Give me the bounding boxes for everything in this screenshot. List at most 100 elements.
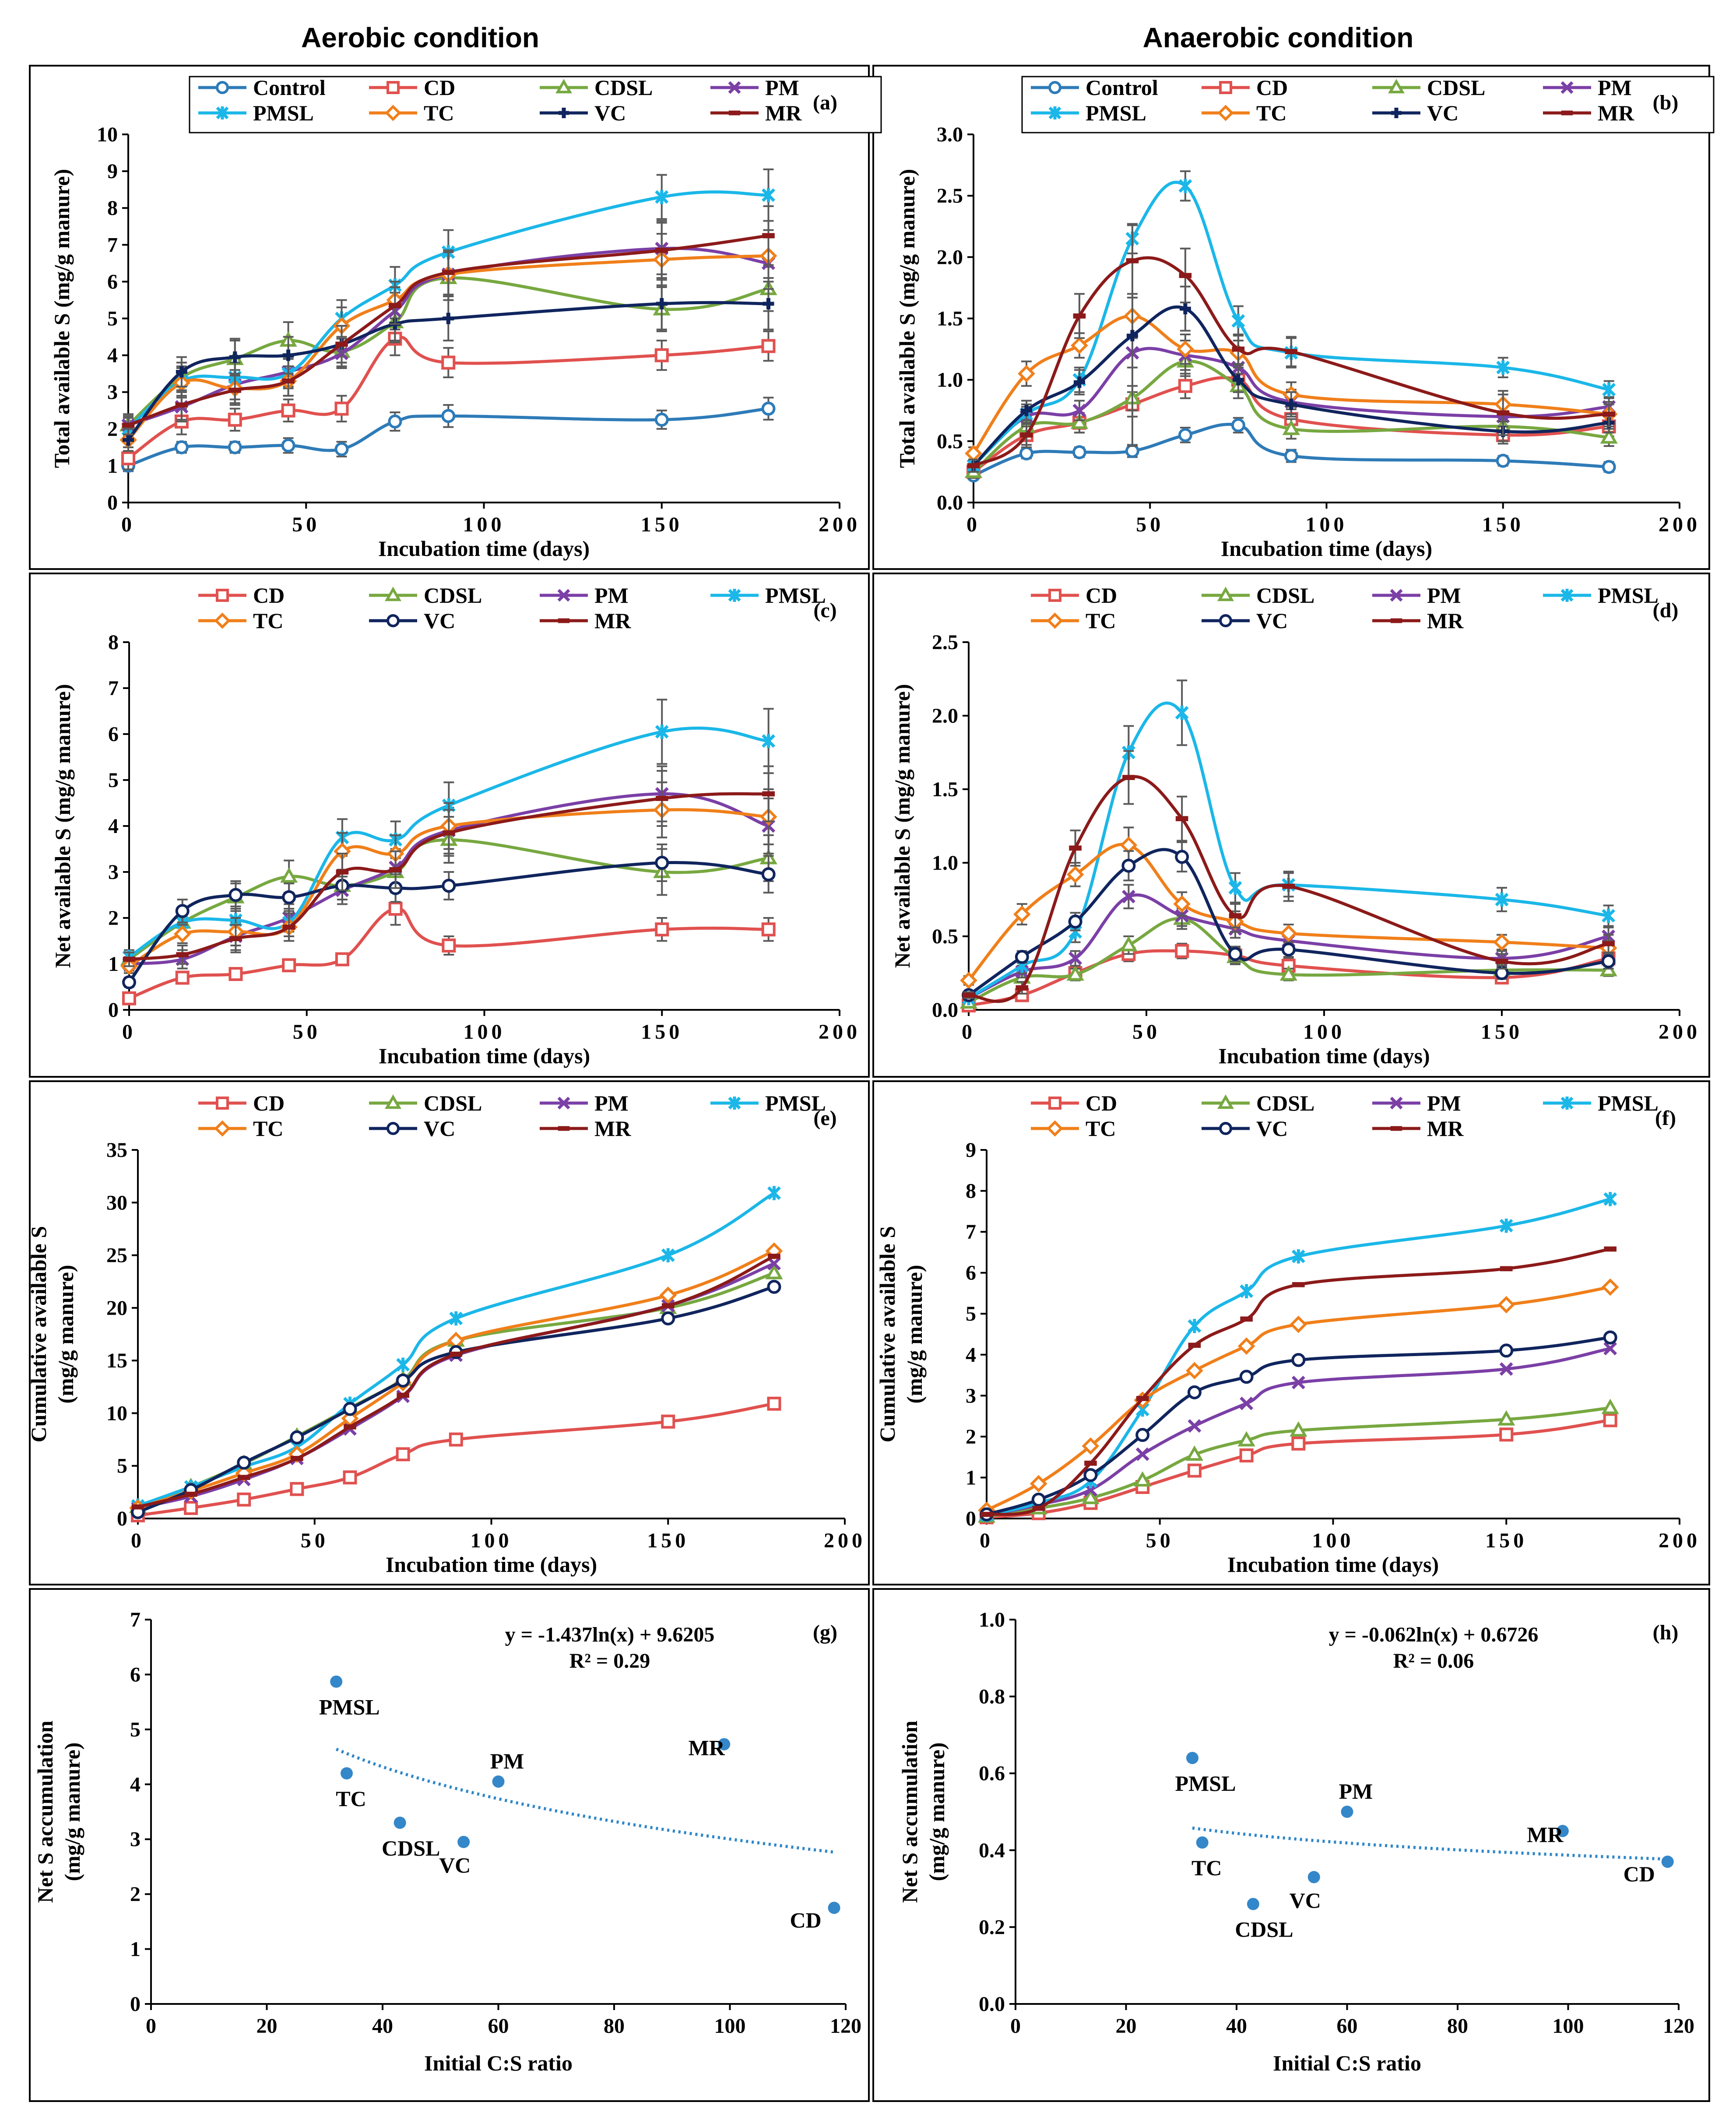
y-tick-label: 0.5 xyxy=(932,925,958,948)
series-mr xyxy=(962,750,1615,1003)
data-point-marker xyxy=(396,1447,410,1462)
y-tick-label: 25 xyxy=(106,1244,127,1267)
scatter-point xyxy=(1196,1836,1209,1849)
data-point-marker xyxy=(1120,836,1138,854)
x-tick-label: 0 xyxy=(122,1020,136,1044)
series-line-pmsl xyxy=(986,1197,1611,1517)
data-point-marker xyxy=(1603,1192,1617,1206)
legend-marker xyxy=(728,589,741,602)
legend-marker xyxy=(214,612,231,629)
x-tick-label: 50 xyxy=(1136,513,1164,536)
series-line-cd xyxy=(968,949,1609,1007)
legend: CD CDSL PM PMSL TC VC MR xyxy=(198,1091,826,1141)
legend-marker xyxy=(1217,587,1234,601)
x-tick-label: 150 xyxy=(647,1529,689,1552)
legend-label-pm: PM xyxy=(1427,583,1461,608)
series-vc xyxy=(962,841,1616,1002)
data-point-marker xyxy=(290,1482,304,1496)
legend-marker xyxy=(1388,79,1405,94)
data-point-marker xyxy=(334,442,349,457)
data-point-marker xyxy=(441,409,456,423)
legend-box xyxy=(1021,76,1715,134)
series-cd xyxy=(122,892,776,1005)
y-tick-label: 0.4 xyxy=(979,1839,1005,1862)
data-point-marker xyxy=(661,1303,675,1308)
data-point-marker xyxy=(388,414,402,429)
x-tick-label: 200 xyxy=(819,1020,861,1044)
data-point-marker xyxy=(655,796,668,801)
series-line-pmsl xyxy=(972,180,1609,467)
series-line-pm xyxy=(968,893,1609,1000)
series-line-mr xyxy=(968,775,1609,1003)
legend-label-cdsl: CDSL xyxy=(594,75,653,100)
x-tick-label: 50 xyxy=(292,513,320,536)
y-axis-label: (mg/g manure) xyxy=(60,1742,84,1881)
data-point-marker xyxy=(1292,1282,1305,1287)
y-axis-label: Net available S (mg/g manure) xyxy=(50,684,75,968)
x-axis-label: Incubation time (days) xyxy=(378,536,590,561)
data-point-marker xyxy=(282,378,295,384)
series-line-pmsl xyxy=(128,726,769,959)
data-point-marker xyxy=(1082,1489,1100,1504)
legend-marker xyxy=(728,1097,741,1110)
data-point-marker xyxy=(1031,1492,1046,1507)
data-point-marker xyxy=(1066,965,1084,981)
trendline xyxy=(1192,1826,1668,1861)
y-axis-label: Total available S (mg/g manure) xyxy=(895,169,919,468)
data-point-marker xyxy=(1291,1436,1306,1451)
data-point-marker xyxy=(1602,382,1616,397)
data-point-marker xyxy=(762,233,775,239)
legend-marker xyxy=(1390,1097,1403,1110)
y-tick-label: 1 xyxy=(130,1938,141,1961)
data-point-marker xyxy=(449,1432,463,1447)
y-tick-label: 1 xyxy=(107,454,118,478)
data-point-marker xyxy=(1179,273,1192,278)
legend-label-vc: VC xyxy=(424,1116,455,1141)
data-point-marker xyxy=(174,440,189,454)
scatter-point xyxy=(1661,1856,1674,1868)
x-tick-label: 150 xyxy=(641,1020,683,1044)
series-line-cd xyxy=(973,376,1609,473)
legend-marker xyxy=(1219,81,1232,94)
legend-label-tc: TC xyxy=(253,1116,283,1141)
panel-label: (d) xyxy=(1653,599,1679,622)
data-point-marker xyxy=(1173,895,1191,913)
trend-r2: R² = 0.06 xyxy=(1393,1649,1474,1673)
data-point-marker xyxy=(1179,303,1191,315)
x-tick-label: 0 xyxy=(1010,2014,1021,2038)
data-point-marker xyxy=(762,188,775,203)
panel-label: (e) xyxy=(813,1107,836,1130)
legend-label-pmsl: PMSL xyxy=(765,583,826,608)
data-point-marker xyxy=(443,830,455,836)
data-point-marker xyxy=(1072,445,1086,460)
data-point-marker xyxy=(442,270,455,275)
legend-label-tc: TC xyxy=(1256,101,1286,125)
data-point-marker xyxy=(1237,1431,1255,1447)
x-tick-label: 50 xyxy=(293,1020,321,1044)
y-tick-label: 8 xyxy=(966,1180,976,1203)
data-point-marker xyxy=(343,1402,357,1416)
data-point-marker xyxy=(228,967,243,981)
y-axis-label: Net S accumulation xyxy=(33,1720,57,1903)
legend-label-control: Control xyxy=(253,75,326,100)
series-line-tc xyxy=(127,254,769,441)
data-point-marker xyxy=(1499,1343,1514,1358)
y-axis-label: Cumulative available S xyxy=(26,1226,51,1442)
data-point-marker xyxy=(1228,880,1242,895)
data-point-marker xyxy=(282,924,295,930)
legend-label-cd: CD xyxy=(1256,75,1288,100)
legend-marker xyxy=(1560,589,1574,602)
series-line-cd xyxy=(986,1419,1611,1519)
x-tick-label: 100 xyxy=(1306,513,1348,536)
data-point-marker xyxy=(280,867,298,883)
data-point-marker xyxy=(1175,850,1189,864)
data-point-marker xyxy=(1602,460,1616,474)
data-point-marker xyxy=(661,1311,675,1325)
data-point-marker xyxy=(443,313,454,324)
series-line-pm xyxy=(127,246,769,427)
data-point-marker xyxy=(659,1286,677,1304)
x-tick-label: 40 xyxy=(1226,2014,1247,2038)
y-axis-label: (mg/g manure) xyxy=(924,1742,949,1881)
legend: Control CD CDSL PM PMSL TC VC MR xyxy=(1021,75,1715,134)
y-tick-label: 0 xyxy=(107,491,118,514)
